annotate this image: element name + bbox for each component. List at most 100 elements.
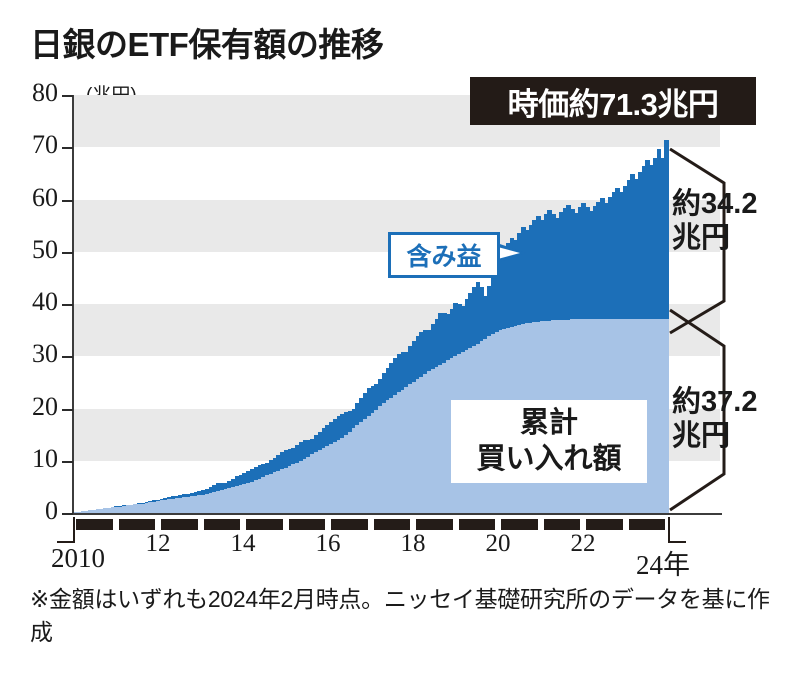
- y-axis-tick: [62, 147, 73, 150]
- bar-segment-purchase: [174, 498, 180, 513]
- x-axis-label: 24年: [636, 550, 690, 580]
- chart-bar: [152, 500, 157, 513]
- bar-segment-gain: [532, 219, 537, 323]
- x-axis-label: 16: [315, 530, 341, 557]
- bar-segment-purchase: [280, 469, 285, 513]
- y-axis-tick: [62, 251, 73, 254]
- footnote: ※金額はいずれも2024年2月時点。ニッセイ基礎研究所のデータを基に作成: [30, 586, 770, 645]
- bar-segment-purchase: [378, 406, 383, 513]
- chart-bar: [351, 408, 357, 513]
- y-axis-tick: [62, 356, 73, 359]
- bar-segment-gain: [442, 313, 447, 363]
- status-badge: 時価約71.3兆円: [470, 77, 756, 125]
- bar-segment-gain: [362, 392, 368, 419]
- bar-segment-gain: [234, 476, 240, 486]
- bar-segment-gain: [249, 469, 255, 482]
- bar-segment-gain: [167, 497, 172, 500]
- bar-segment-purchase: [321, 448, 326, 513]
- bar-segment-gain: [528, 224, 534, 323]
- y-axis-label: 80: [32, 78, 58, 107]
- bar-segment-purchase: [137, 503, 142, 513]
- bar-segment-purchase: [223, 488, 229, 513]
- bar-segment-purchase: [197, 495, 202, 513]
- bar-segment-purchase: [645, 318, 650, 513]
- chart-bar: [110, 507, 116, 513]
- bar-segment-gain: [656, 149, 662, 319]
- bar-segment-purchase: [129, 504, 134, 513]
- bar-segment-gain: [366, 387, 372, 416]
- bar-segment-gain: [464, 298, 470, 350]
- y-axis-tick: [62, 304, 73, 306]
- y-axis-label: 0: [45, 496, 58, 525]
- bar-segment-gain: [385, 367, 391, 401]
- bar-segment-purchase: [246, 482, 251, 513]
- chart-bar: [265, 462, 270, 513]
- bar-segment-gain: [592, 205, 598, 319]
- x-axis-label-connector-foot: [668, 541, 686, 543]
- bar-segment-purchase: [649, 318, 654, 513]
- chart-bar: [163, 498, 168, 513]
- bar-segment-gain: [408, 346, 413, 385]
- bar-segment-gain: [543, 214, 549, 321]
- bar-segment-gain: [558, 212, 564, 320]
- x-axis-year-block: [161, 519, 198, 530]
- bar-segment-gain: [426, 329, 432, 372]
- bar-segment-gain: [498, 258, 503, 331]
- bar-segment-purchase: [148, 502, 153, 513]
- bar-segment-gain: [332, 418, 338, 442]
- bar-segment-purchase: [114, 506, 119, 513]
- bar-segment-gain: [381, 372, 387, 404]
- bar-segment-gain: [336, 416, 342, 440]
- chart-bar: [408, 346, 413, 513]
- chart-bar: [347, 410, 353, 513]
- bar-segment-gain: [280, 452, 285, 470]
- x-axis-label: 18: [400, 530, 426, 557]
- x-axis-year-block: [586, 519, 623, 530]
- bar-segment-purchase: [344, 434, 349, 513]
- bar-segment-gain: [351, 408, 357, 429]
- chart-bar: [129, 504, 134, 513]
- bar-segment-purchase: [370, 412, 375, 513]
- y-axis-tick: [62, 199, 73, 202]
- bar-segment-gain: [660, 157, 665, 319]
- x-axis-year-block: [628, 519, 665, 530]
- bar-segment-gain: [359, 398, 364, 423]
- chart-bar: [419, 331, 424, 513]
- chart-bar: [411, 341, 417, 513]
- chart-bar: [340, 413, 345, 513]
- bar-segment-gain: [261, 463, 266, 477]
- bar-segment-gain: [227, 480, 232, 488]
- bar-segment-gain: [291, 447, 296, 465]
- chart-bar: [174, 495, 180, 513]
- bar-segment-purchase: [411, 381, 417, 513]
- x-axis-label-connector-foot: [57, 541, 75, 543]
- brace-upper-label: 約34.2 兆円: [672, 188, 757, 255]
- chart-bar: [80, 511, 85, 513]
- chart-bar: [204, 488, 210, 513]
- bar-segment-gain: [148, 501, 153, 503]
- bar-segment-gain: [506, 243, 511, 329]
- bar-segment-purchase: [212, 492, 217, 513]
- bar-segment-purchase: [159, 500, 165, 513]
- bar-segment-gain: [449, 308, 455, 359]
- bar-segment-gain: [310, 438, 315, 455]
- chart-bar: [125, 505, 131, 513]
- chart-bar: [404, 351, 409, 513]
- chart-bar: [438, 313, 443, 513]
- chart-bar: [445, 314, 451, 513]
- bar-segment-purchase: [189, 496, 195, 513]
- bar-segment-purchase: [253, 480, 259, 513]
- bar-segment-purchase: [381, 403, 387, 513]
- bar-segment-gain: [242, 473, 247, 484]
- chart-bar: [114, 506, 119, 513]
- bar-segment-purchase: [347, 431, 353, 513]
- bar-segment-gain: [253, 466, 259, 481]
- y-axis-label: 70: [32, 130, 58, 160]
- bar-segment-purchase: [374, 409, 379, 513]
- bar-segment-gain: [268, 460, 274, 474]
- bar-segment-purchase: [249, 481, 255, 513]
- bar-segment-gain: [641, 166, 647, 319]
- bar-segment-gain: [645, 159, 650, 319]
- page-title: 日銀のETF保有額の推移: [30, 26, 384, 63]
- bar-segment-gain: [622, 185, 628, 319]
